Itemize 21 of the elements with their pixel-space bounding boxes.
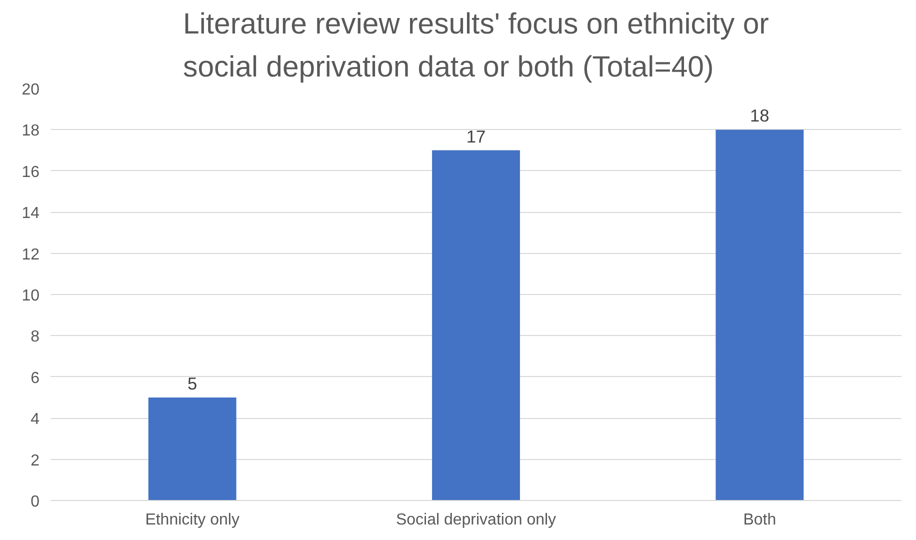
data-label: 5 — [188, 374, 198, 394]
x-tick-label: Both — [743, 512, 776, 528]
y-tick-label: 8 — [30, 328, 40, 346]
data-label: 18 — [750, 106, 770, 126]
y-tick-label: 2 — [30, 452, 40, 470]
data-label: 17 — [466, 126, 486, 146]
y-tick-label: 6 — [30, 370, 40, 387]
y-tick-label: 4 — [30, 411, 40, 428]
y-tick-label: 12 — [22, 246, 40, 264]
x-tick-label: Social deprivation only — [396, 512, 556, 528]
y-tick-label: 10 — [22, 288, 40, 304]
bar — [716, 130, 804, 500]
bar — [148, 398, 236, 500]
chart-title: Literature review results' focus on ethnicity or social deprivation data or both (Total=40) — [183, 8, 770, 84]
y-tick-label: 14 — [22, 205, 40, 222]
y-tick-label: 16 — [22, 164, 40, 181]
y-tick-label: 0 — [30, 494, 40, 510]
x-tick-label: Ethnicity only — [145, 512, 240, 528]
bar — [432, 150, 520, 500]
y-tick-label: 20 — [22, 82, 40, 98]
y-tick-label: 18 — [22, 122, 40, 140]
